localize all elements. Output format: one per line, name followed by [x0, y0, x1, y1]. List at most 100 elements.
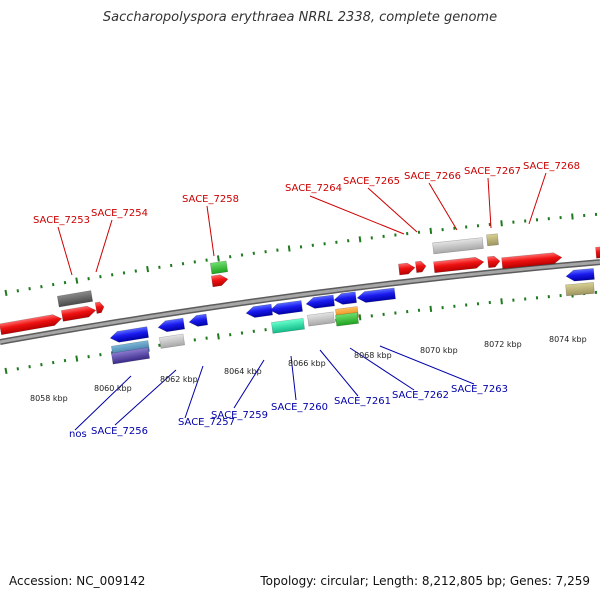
minor-tick: [252, 329, 255, 333]
leader-line: [528, 172, 547, 225]
gene-block-gray[interactable]: [158, 333, 186, 349]
gene-label-reverse[interactable]: SACE_7262: [392, 390, 449, 401]
major-tick: [146, 265, 150, 273]
leader-line: [319, 349, 359, 397]
leader-line: [95, 219, 113, 273]
gene-arrow-blue[interactable]: [188, 313, 209, 328]
gene-label-forward[interactable]: SACE_7266: [404, 171, 461, 182]
gene-block-gray[interactable]: [307, 311, 335, 327]
gene-block-khaki[interactable]: [486, 233, 499, 247]
gene-label-reverse[interactable]: SACE_7263: [451, 384, 508, 395]
leader-line: [379, 345, 475, 385]
minor-tick: [594, 290, 598, 294]
gene-block-green[interactable]: [335, 312, 359, 327]
minor-tick: [205, 258, 208, 262]
minor-tick: [476, 302, 480, 306]
minor-tick: [40, 285, 43, 289]
gene-label-forward[interactable]: SACE_7258: [182, 194, 239, 205]
gene-arrow-red[interactable]: [0, 313, 63, 336]
gene-arrow-red[interactable]: [210, 274, 229, 288]
gene-block-green[interactable]: [209, 260, 229, 275]
gene-label-forward[interactable]: SACE_7265: [343, 176, 400, 187]
minor-tick: [441, 227, 444, 232]
gene-arrow-red[interactable]: [94, 301, 105, 314]
gene-arrow-blue[interactable]: [245, 303, 273, 318]
minor-tick: [28, 287, 31, 291]
leader-line: [57, 226, 73, 276]
minor-tick: [63, 280, 67, 285]
minor-tick: [370, 314, 373, 318]
gene-arrow-blue[interactable]: [333, 291, 357, 306]
leader-line: [349, 347, 415, 391]
gene-arrow-blue[interactable]: [157, 317, 186, 333]
minor-tick: [181, 262, 185, 266]
minor-tick: [169, 263, 173, 268]
minor-tick: [228, 255, 232, 259]
gene-block-purple[interactable]: [111, 347, 150, 365]
gene-arrow-blue[interactable]: [565, 268, 595, 282]
leader-line: [309, 195, 405, 235]
gene-arrow-blue[interactable]: [109, 326, 149, 344]
gene-arrow-red[interactable]: [398, 262, 416, 276]
minor-tick: [547, 217, 550, 221]
minor-tick: [51, 360, 55, 365]
gene-label-reverse[interactable]: SACE_7256: [91, 426, 148, 437]
minor-tick: [335, 240, 338, 244]
accession-text: Accession: NC_009142: [9, 574, 146, 588]
minor-tick: [512, 220, 515, 224]
scale-label: 8064 kbp: [224, 367, 262, 376]
gene-label-reverse[interactable]: SACE_7257: [178, 417, 235, 428]
minor-tick: [205, 336, 208, 340]
gene-block-teal[interactable]: [271, 317, 305, 334]
minor-tick: [276, 248, 279, 252]
leader-line: [114, 369, 177, 426]
gene-arrow-blue[interactable]: [356, 287, 396, 303]
major-tick: [75, 355, 79, 362]
scale-label: 8062 kbp: [160, 375, 198, 384]
major-tick: [4, 289, 8, 297]
gene-arrow-red[interactable]: [433, 256, 485, 274]
minor-tick: [417, 308, 421, 312]
scale-label: 8058 kbp: [30, 394, 68, 403]
major-tick: [571, 213, 574, 220]
gene-label-reverse[interactable]: SACE_7261: [334, 396, 391, 407]
minor-tick: [51, 282, 55, 287]
gene-label-forward[interactable]: SACE_7268: [523, 161, 580, 172]
minor-tick: [87, 355, 90, 359]
gene-label-forward[interactable]: SACE_7267: [464, 166, 521, 177]
minor-tick: [594, 212, 598, 216]
scale-label: 8066 kbp: [288, 359, 326, 368]
gene-arrow-blue[interactable]: [305, 294, 335, 310]
gene-arrow-red[interactable]: [501, 252, 563, 269]
gene-label-forward[interactable]: SACE_7254: [91, 208, 148, 219]
minor-tick: [453, 304, 456, 308]
gene-block-gray[interactable]: [432, 237, 484, 255]
gene-block-dark[interactable]: [56, 290, 94, 308]
gene-arrow-red[interactable]: [595, 246, 600, 259]
minor-tick: [583, 213, 586, 218]
gene-arrow-red[interactable]: [60, 305, 97, 322]
major-tick: [358, 236, 362, 243]
scale-label: 8074 kbp: [549, 335, 587, 344]
gene-label-reverse[interactable]: SACE_7259: [211, 410, 268, 421]
minor-tick: [252, 251, 255, 255]
minor-tick: [347, 239, 350, 243]
gene-block-khaki[interactable]: [565, 282, 595, 297]
genome-title: Saccharopolyspora erythraea NRRL 2338, c…: [102, 10, 498, 25]
tick-rows: [4, 212, 598, 375]
gene-arrow-red[interactable]: [487, 255, 501, 269]
gene-label-forward[interactable]: SACE_7253: [33, 215, 90, 226]
gene-arrow-blue[interactable]: [269, 300, 303, 316]
gene-label-reverse[interactable]: nos: [69, 429, 87, 440]
gene-arrow-red[interactable]: [415, 260, 427, 273]
minor-tick: [240, 331, 244, 335]
gene-label-forward[interactable]: SACE_7264: [285, 183, 342, 194]
leader-line: [487, 177, 492, 229]
gene-label-reverse[interactable]: SACE_7260: [271, 402, 328, 413]
minor-tick: [299, 245, 303, 249]
minor-tick: [323, 242, 326, 246]
minor-tick: [264, 250, 267, 254]
scale-label: 8072 kbp: [484, 340, 522, 349]
minor-tick: [394, 233, 397, 237]
